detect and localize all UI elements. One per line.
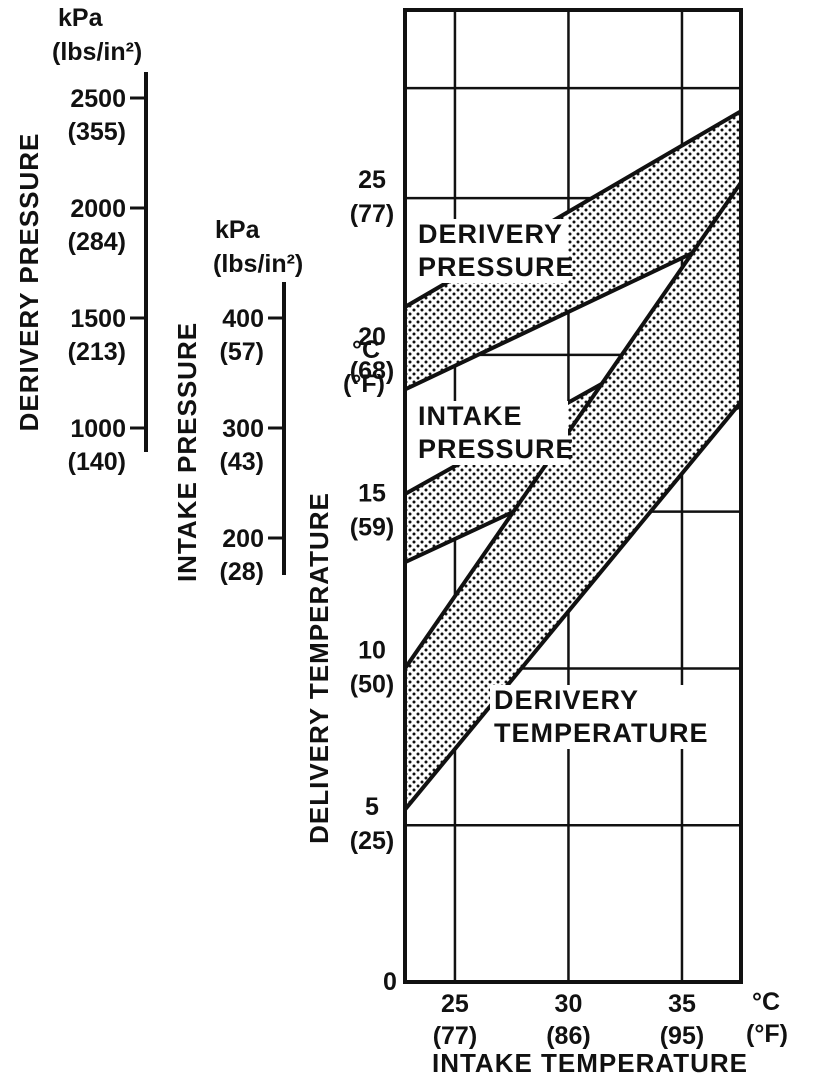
band-2-label-bg — [414, 401, 568, 465]
intake-temperature-axis: 25 (77) 30 (86) 35 (95) °C (°F) INTAKE TEMPER… — [432, 988, 788, 1078]
dt-tick-label-f: (68) — [350, 357, 394, 385]
band-1-label-bg — [414, 219, 568, 283]
band-1-area — [405, 111, 741, 390]
intake-pressure-scale: kPa (lbs/in²) INTAKE PRESSURE 400 (57) 300… — [172, 216, 303, 586]
band-3-lower-line — [405, 400, 741, 811]
band-3-upper-line — [405, 181, 741, 670]
ip-tick-label-psi: (28) — [220, 558, 264, 586]
delivery-pressure-scale: kPa (lbs/in²) DERIVERY PRESSURE 2500 (355… — [14, 4, 148, 476]
x-tick-label-f: (86) — [546, 1022, 590, 1050]
band-3-label-line1: DERIVERY — [494, 685, 639, 715]
band-1-label-line2: PRESSURE — [418, 252, 575, 282]
dt-tick-label-c: 10 — [358, 636, 386, 664]
delivery-pressure-unit-kpa: kPa — [58, 4, 104, 32]
x-tick-label-c: 25 — [441, 990, 469, 1018]
delivery-temperature-title: DELIVERY TEMPERATURE — [304, 492, 334, 844]
band-3-label-line2: TEMPERATURE — [494, 718, 709, 748]
delivery-pressure-title: DERIVERY PRESSURE — [14, 133, 44, 432]
dt-tick-label-f: (59) — [350, 514, 394, 542]
band-1-label-line1: DERIVERY — [418, 219, 563, 249]
dp-tick-label-psi: (284) — [68, 228, 126, 256]
dp-tick-label-psi: (355) — [68, 118, 126, 146]
dt-tick-label-c: 20 — [358, 323, 386, 351]
band-3-label-bg — [490, 685, 700, 749]
ip-tick-label-psi: (43) — [220, 448, 264, 476]
plot-area: DERIVERYPRESSUREINTAKEPRESSUREDERIVERYTE… — [403, 8, 743, 984]
ip-tick-label: 200 — [222, 525, 264, 553]
delivery-temperature-unit-f: (°F) — [343, 370, 385, 398]
intake-pressure-unit-kpa: kPa — [215, 216, 261, 244]
ip-tick-label: 300 — [222, 415, 264, 443]
dp-tick-label: 1500 — [70, 305, 126, 333]
dt-tick-label-c: 15 — [358, 480, 386, 508]
ip-tick-label: 400 — [222, 305, 264, 333]
intake-temperature-unit-f: (°F) — [746, 1020, 788, 1048]
dt-tick-label-f: (77) — [350, 200, 394, 228]
dt-tick-label-f: (50) — [350, 670, 394, 698]
intake-pressure-unit-psi: (lbs/in²) — [213, 250, 303, 278]
band-3-area — [405, 182, 741, 810]
delivery-pressure-unit-psi: (lbs/in²) — [52, 38, 142, 66]
dt-tick-label-c: 0 — [383, 968, 397, 996]
dp-tick-label-psi: (213) — [68, 338, 126, 366]
x-tick-label-c: 30 — [555, 990, 583, 1018]
dt-tick-label-f: (25) — [350, 827, 394, 855]
delivery-temperature-unit-c: °C — [352, 336, 380, 364]
intake-temperature-unit-c: °C — [752, 988, 780, 1016]
x-tick-label-f: (77) — [433, 1022, 477, 1050]
plot-frame — [403, 8, 743, 984]
band-2-label-line2: PRESSURE — [418, 434, 575, 464]
band-1-lower-line — [405, 228, 741, 392]
delivery-temperature-scale: °C (°F) DELIVERY TEMPERATURE 0 5 (25) 10 (50… — [304, 166, 397, 996]
intake-pressure-title: INTAKE PRESSURE — [172, 322, 202, 582]
dp-tick-label: 2000 — [70, 195, 126, 223]
x-tick-label-f: (95) — [660, 1022, 704, 1050]
band-2-label-line1: INTAKE — [418, 401, 523, 431]
dp-tick-label: 2500 — [70, 85, 126, 113]
intake-temperature-title: INTAKE TEMPERATURE — [432, 1048, 748, 1078]
dp-tick-label: 1000 — [70, 415, 126, 443]
ip-tick-label-psi: (57) — [220, 338, 264, 366]
dt-tick-label-c: 25 — [358, 166, 386, 194]
dp-tick-label-psi: (140) — [68, 448, 126, 476]
x-tick-label-c: 35 — [668, 990, 696, 1018]
dt-tick-label-c: 5 — [365, 793, 379, 821]
